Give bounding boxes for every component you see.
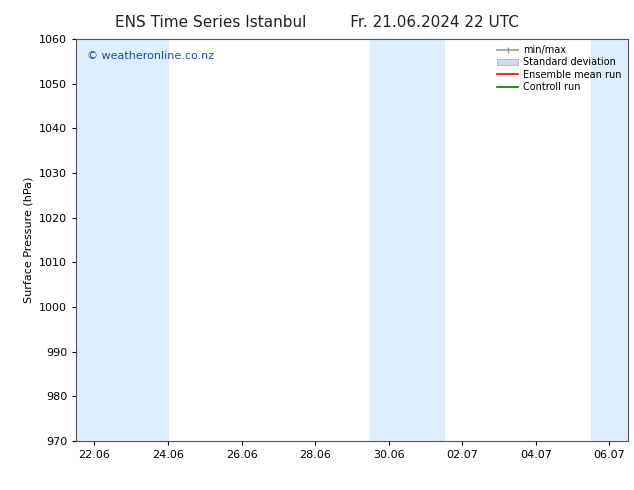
Text: ENS Time Series Istanbul         Fr. 21.06.2024 22 UTC: ENS Time Series Istanbul Fr. 21.06.2024 … xyxy=(115,15,519,30)
Legend: min/max, Standard deviation, Ensemble mean run, Controll run: min/max, Standard deviation, Ensemble me… xyxy=(493,41,626,96)
Bar xyxy=(76,39,168,441)
Bar xyxy=(370,39,444,441)
Y-axis label: Surface Pressure (hPa): Surface Pressure (hPa) xyxy=(23,177,34,303)
Bar xyxy=(591,39,628,441)
Text: © weatheronline.co.nz: © weatheronline.co.nz xyxy=(87,51,214,61)
